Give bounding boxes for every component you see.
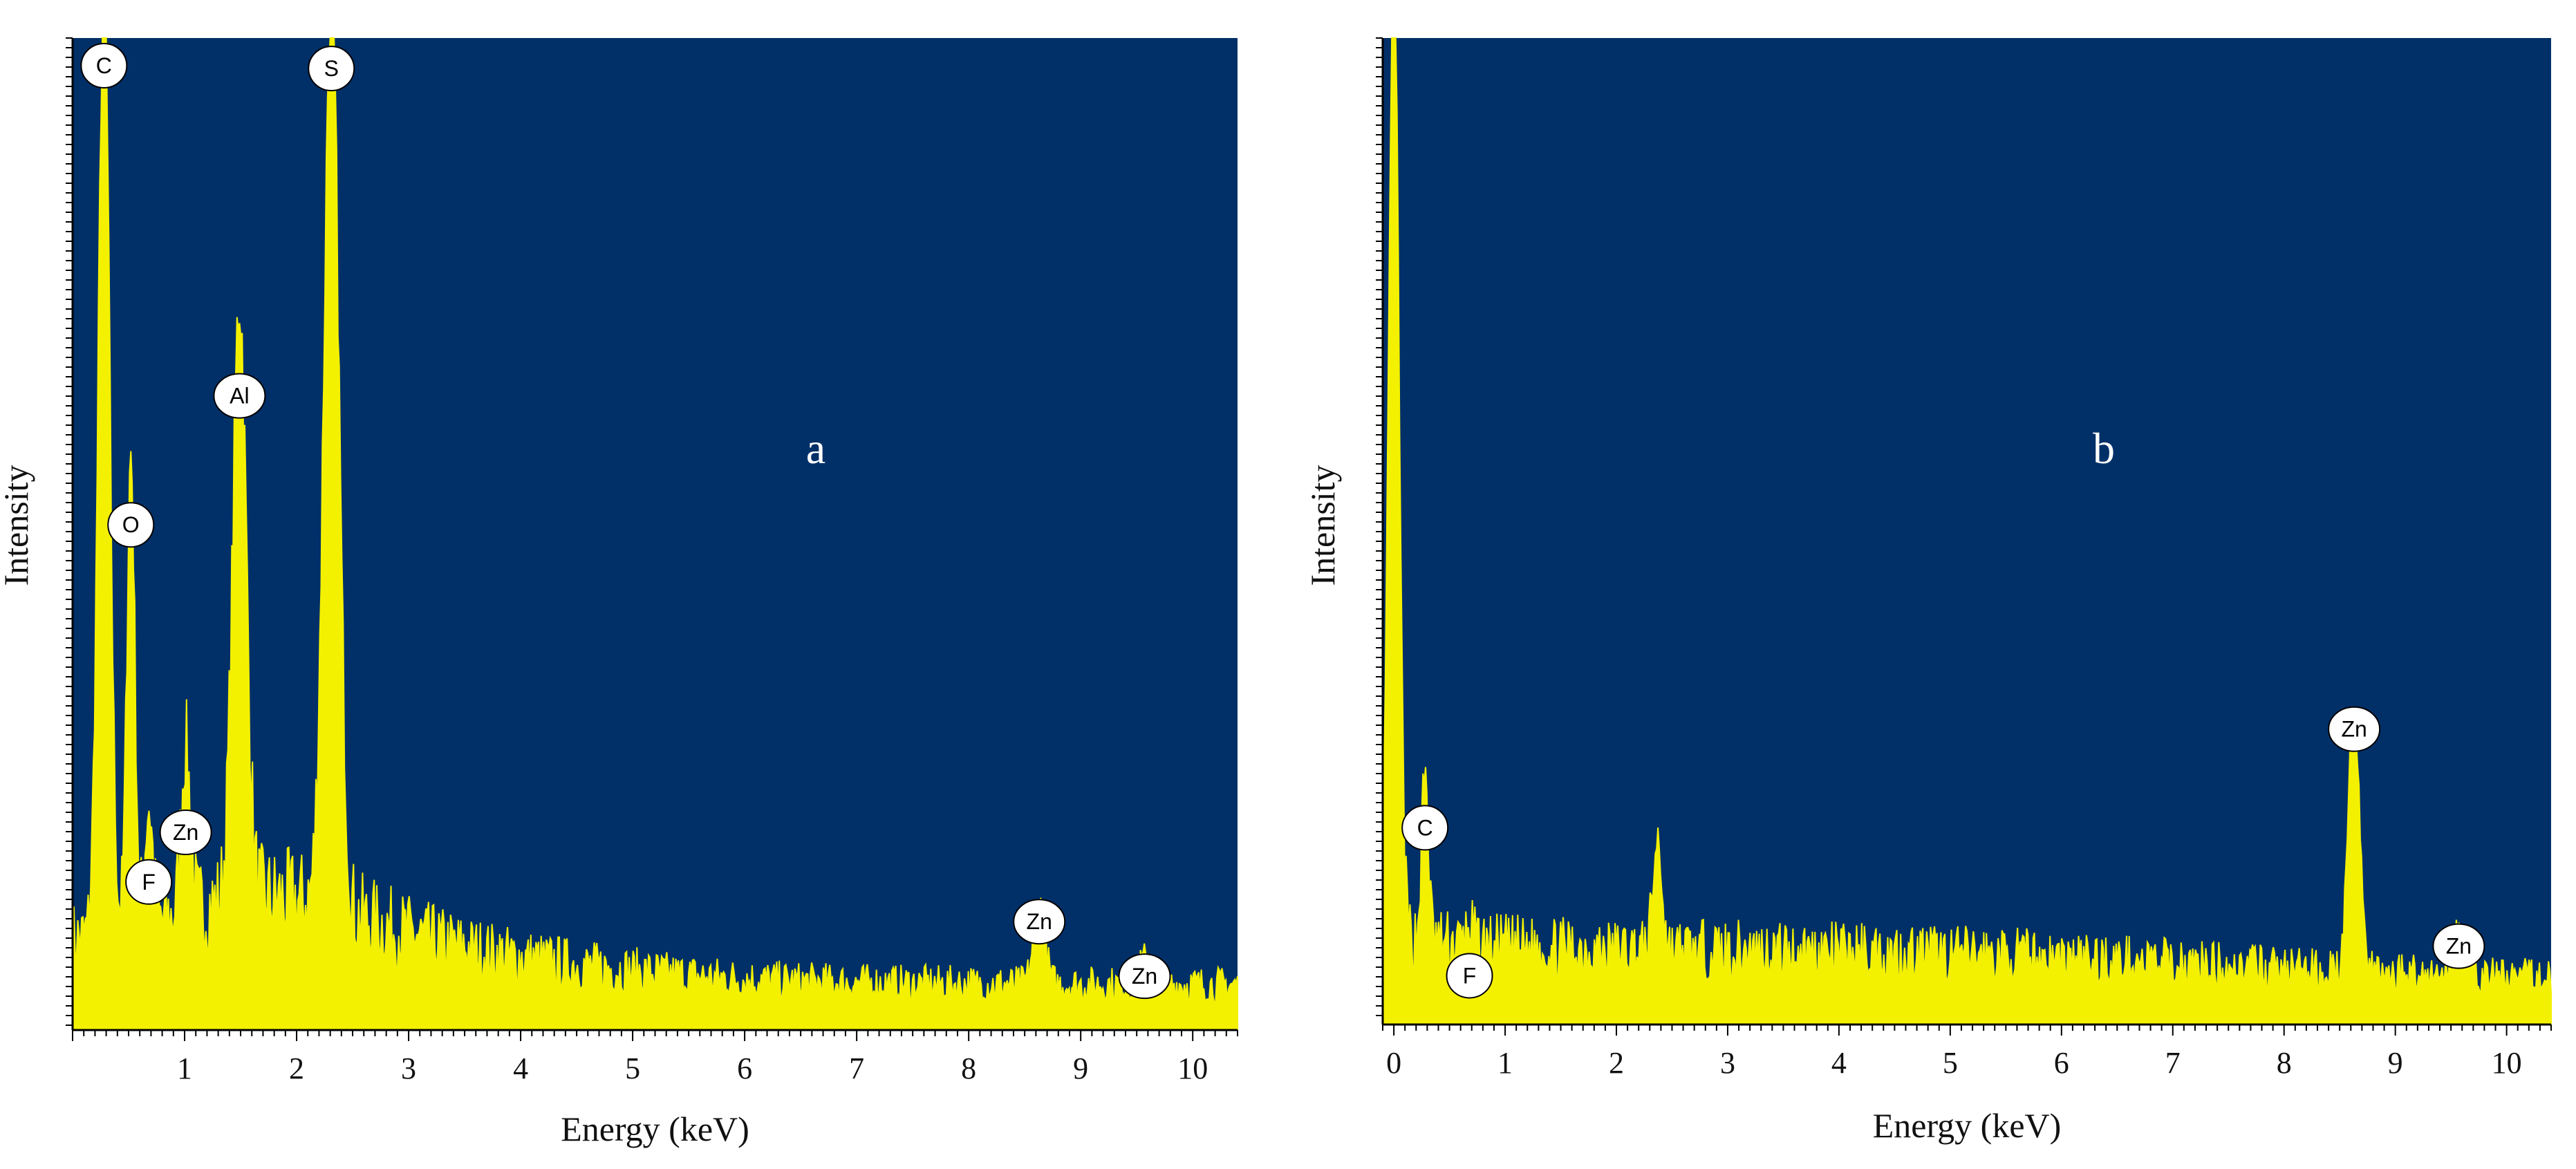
x-tick-label: 1 (1497, 1046, 1513, 1080)
x-tick-label: 0 (1386, 1046, 1401, 1080)
x-axis-title: Energy (keV) (561, 1110, 749, 1148)
x-tick-label: 2 (1609, 1046, 1624, 1080)
peak-label-text: C (1417, 815, 1433, 840)
peak-label-bubble (1118, 953, 1171, 1000)
peak-label-bubble (2328, 706, 2381, 752)
peak-label-o: O (107, 502, 155, 548)
plot-area (1383, 38, 2551, 1025)
spectrum-panel-a: 1 2 3 4 5 6 7 8 9 10 Energy (keV) Intensity a C O F Zn Al… (0, 37, 1238, 1148)
peak-label-text: Zn (1027, 909, 1052, 934)
peak-label-c: C (80, 43, 128, 88)
peak-label-zn: Zn (1013, 899, 1066, 945)
peak-label-zn: Zn (1118, 953, 1171, 1000)
peak-label-bubble (125, 859, 173, 905)
x-tick-label: 8 (961, 1051, 976, 1085)
panel-label: a (806, 424, 825, 473)
peak-label-bubble (308, 46, 355, 92)
peak-label-text: C (96, 53, 112, 78)
peak-label-bubble (159, 810, 212, 856)
spectrum-panel-b: 0 1 2 3 4 5 6 7 8 9 10 Energy (keV) Intensity b C F Zn Zn (1288, 0, 2576, 1169)
peak-label-zn: Zn (159, 810, 212, 856)
spectrum-series (1382, 37, 2552, 1025)
x-tick-label: 4 (1831, 1046, 1847, 1080)
peak-label-text: Zn (1132, 964, 1157, 989)
peak-label-text: Zn (2446, 934, 2472, 959)
x-tick-label: 7 (849, 1051, 864, 1085)
peak-label-text: F (142, 870, 156, 895)
x-tick-label: 9 (2388, 1046, 2403, 1080)
x-axis-title: Energy (keV) (1873, 1106, 2062, 1145)
spectrum-chart-b: 0 1 2 3 4 5 6 7 8 9 10 Energy (keV) Intensity b C F Zn Zn (1303, 37, 2552, 1145)
panel-label: b (2093, 424, 2115, 473)
peak-label-text: Zn (2341, 717, 2367, 742)
peak-label-f: F (125, 859, 173, 905)
x-tick-label: 5 (1943, 1046, 1958, 1080)
peak-label-zn: Zn (2328, 706, 2381, 752)
peak-label-c: C (1401, 805, 1449, 851)
x-tick-label: 6 (737, 1051, 752, 1085)
x-tick-label: 5 (625, 1051, 640, 1085)
x-tick-label: 7 (2165, 1046, 2181, 1080)
y-axis-title: Intensity (0, 465, 35, 586)
peak-label-f: F (1446, 953, 1493, 999)
peak-label-bubble (107, 502, 155, 548)
x-tick-label: 3 (401, 1051, 416, 1085)
x-tick-label: 4 (513, 1051, 528, 1085)
peak-label-text: Zn (173, 820, 198, 845)
x-tick-label: 2 (289, 1051, 304, 1085)
peak-label-bubble (1401, 805, 1449, 851)
x-tick-label: 10 (1177, 1051, 1208, 1085)
plot-area (73, 38, 1238, 1030)
spectrum-chart-a: 1 2 3 4 5 6 7 8 9 10 Energy (keV) Intensity a C O F Zn Al… (0, 37, 1238, 1148)
peak-label-bubble (1013, 899, 1066, 945)
y-axis-title: Intensity (1303, 465, 1342, 586)
peak-label-s: S (308, 46, 355, 92)
peak-label-al: Al (213, 373, 266, 419)
peak-label-text: S (324, 56, 339, 81)
x-tick-label: 1 (177, 1051, 192, 1085)
peak-label-bubble (1446, 953, 1493, 999)
peak-label-bubble (2432, 923, 2485, 969)
x-tick-label: 6 (2054, 1046, 2069, 1080)
x-tick-label: 10 (2492, 1046, 2522, 1080)
peak-label-text: F (1463, 963, 1477, 988)
x-tick-label: 8 (2277, 1046, 2292, 1080)
peak-label-zn: Zn (2432, 923, 2485, 969)
x-tick-label: 3 (1720, 1046, 1735, 1080)
peak-label-text: O (122, 512, 140, 537)
peak-label-text: Al (230, 384, 249, 409)
x-tick-label: 9 (1073, 1051, 1088, 1085)
peak-label-bubble (80, 43, 128, 88)
peak-label-bubble (213, 373, 266, 419)
